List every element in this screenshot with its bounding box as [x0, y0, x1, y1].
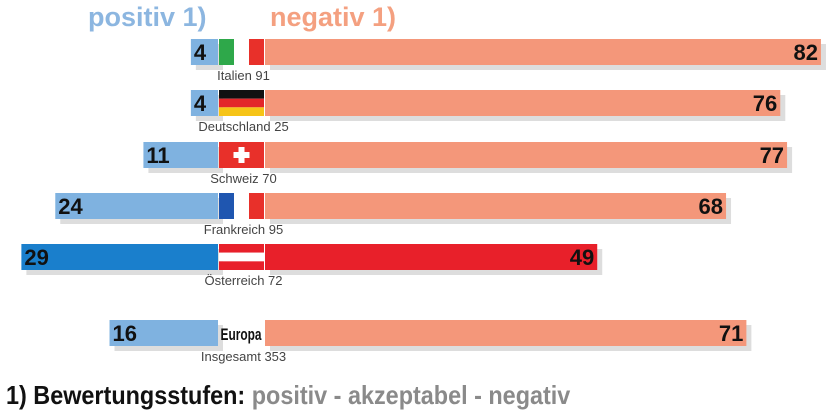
bar-negative: [265, 90, 781, 116]
value-positive: 4: [194, 91, 207, 116]
bar-negative: [265, 244, 598, 270]
bar-negative: [265, 39, 821, 65]
value-positive: 11: [146, 143, 169, 168]
category-label: Deutschland 25: [198, 119, 288, 134]
flag-stripe: [219, 39, 234, 65]
value-negative: 77: [760, 143, 784, 168]
bar-positive: [190, 90, 218, 116]
legend-negative: negativ 1): [270, 2, 397, 32]
category-label: Österreich 72: [204, 273, 282, 288]
bar-positive: [21, 244, 218, 270]
value-positive: 16: [113, 321, 137, 346]
value-negative: 49: [570, 245, 594, 270]
flag-stripe: [219, 193, 234, 219]
flag-stripe: [234, 193, 249, 219]
flag-stripe: [219, 90, 264, 99]
footnote-prefix: 1) Bewertungsstufen:: [6, 380, 246, 410]
flag-stripe: [219, 107, 264, 116]
flag-stripe: [249, 193, 264, 219]
bar-negative: [265, 193, 727, 219]
category-label: Italien 91: [217, 68, 270, 83]
bar-positive: [190, 39, 218, 65]
value-negative: 82: [793, 40, 817, 65]
category-label: Frankreich 95: [204, 222, 283, 237]
flag-cross: [233, 152, 250, 158]
bar-negative: [265, 142, 788, 168]
flag-stripe: [234, 39, 249, 65]
flag-stripe: [219, 244, 264, 253]
bar-negative: [265, 320, 747, 346]
flag-stripe: [219, 98, 264, 108]
bar-positive: [143, 142, 218, 168]
value-negative: 71: [719, 321, 743, 346]
value-positive: 24: [58, 194, 83, 219]
flag-stripe: [249, 39, 264, 65]
footnote: 1) Bewertungsstufen: positiv - akzeptabe…: [6, 380, 570, 411]
category-label: Insgesamt 353: [201, 349, 286, 364]
flag-stripe: [219, 252, 264, 262]
value-negative: 68: [699, 194, 723, 219]
europa-label: Europa: [221, 326, 263, 345]
value-positive: 29: [24, 245, 48, 270]
legend-positive: positiv 1): [88, 2, 207, 32]
value-negative: 76: [753, 91, 777, 116]
flag-stripe: [219, 261, 264, 270]
bar-positive: [109, 320, 218, 346]
value-positive: 4: [194, 40, 207, 65]
category-label: Schweiz 70: [210, 171, 276, 186]
bar-positive: [55, 193, 218, 219]
footnote-text: positiv - akzeptabel - negativ: [251, 380, 571, 410]
